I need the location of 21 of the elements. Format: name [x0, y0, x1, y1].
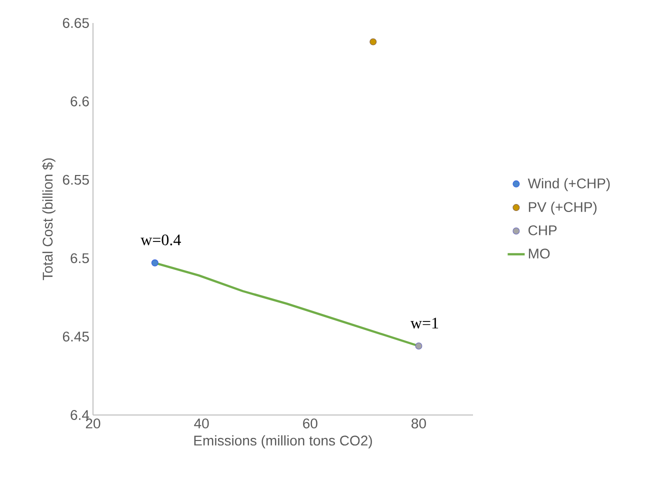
- x-tick-label: 80: [412, 418, 426, 428]
- x-tick-label: 40: [194, 418, 209, 428]
- legend-label: MO: [528, 248, 550, 259]
- legend-label: PV (+CHP): [528, 202, 597, 215]
- point: [370, 38, 377, 46]
- legend-label: Wind (+CHP): [528, 178, 610, 192]
- y-tick-label: 6.55: [62, 174, 89, 185]
- point: [151, 259, 158, 266]
- annotation: w=0.4: [140, 234, 181, 246]
- y-tick-label: 6.45: [62, 332, 89, 342]
- y-tick-label: 6.6: [70, 96, 89, 106]
- y-tick-label: 6.4: [70, 410, 90, 420]
- y-tick-label: 6.65: [62, 18, 89, 28]
- annotation: w=1: [410, 318, 438, 328]
- x-axis-title: Emissions (million tons CO2): [194, 435, 372, 448]
- y-tick-label: 6.5: [70, 253, 89, 264]
- legend-label: CHP: [528, 225, 557, 236]
- x-tick-label: 60: [303, 418, 318, 428]
- y-axis-title: Total Cost (billion $): [42, 158, 56, 280]
- x-tick-label: 20: [86, 418, 100, 428]
- point: [415, 342, 422, 350]
